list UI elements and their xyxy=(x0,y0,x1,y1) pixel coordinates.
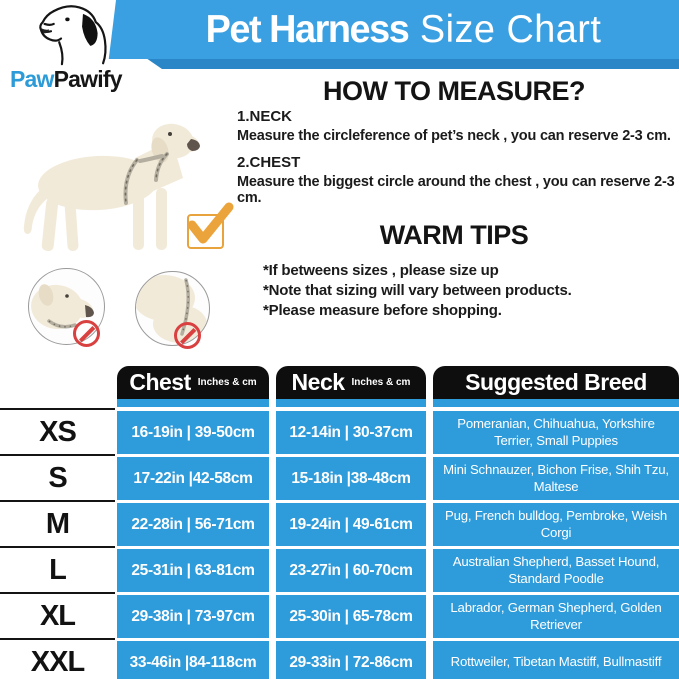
size-label: XXL xyxy=(0,638,115,679)
tip-line: *If betweens sizes , please size up xyxy=(263,262,499,279)
page-title: Pet Harness Size Chart xyxy=(136,0,670,59)
size-label: M xyxy=(0,500,115,546)
size-label-column: XS S M L XL XXL xyxy=(0,366,115,679)
tip-line: *Please measure before shopping. xyxy=(263,302,502,319)
size-table: XS S M L XL XXL Chest Inches & cm 16-19i… xyxy=(0,366,679,679)
neck-column: Neck Inches & cm 12-14in | 30-37cm 15-18… xyxy=(276,366,426,679)
neck-header-label: Neck xyxy=(291,369,345,395)
warm-tips-list: *If betweens sizes , please size up *Not… xyxy=(263,261,572,321)
page-title-light: Size Chart xyxy=(419,7,602,51)
step-neck-text: Measure the circleference of pet’s neck … xyxy=(237,128,671,144)
step-chest-text: Measure the biggest circle around the ch… xyxy=(237,174,675,206)
dog-eye xyxy=(168,132,172,136)
breed-value: Pomeranian, Chihuahua, Yorkshire Terrier… xyxy=(433,411,679,454)
brand-name-dark: Pawify xyxy=(53,66,123,92)
chest-value: 29-38in | 73-97cm xyxy=(117,595,269,638)
tip-line: *Note that sizing will vary between prod… xyxy=(263,282,572,299)
chest-value: 33-46in |84-118cm xyxy=(117,641,269,679)
banner-fold xyxy=(146,58,679,69)
neck-value: 12-14in | 30-37cm xyxy=(276,411,426,454)
chest-header-units: Inches & cm xyxy=(197,377,257,388)
neck-value: 25-30in | 65-78cm xyxy=(276,595,426,638)
breed-value: Rottweiler, Tibetan Mastiff, Bullmastiff xyxy=(433,641,679,679)
chest-column: Chest Inches & cm 16-19in | 39-50cm 17-2… xyxy=(117,366,269,679)
no-sign-icon xyxy=(174,322,201,349)
brand-name-blue: Paw xyxy=(10,66,54,92)
breed-value: Labrador, German Shepherd, Golden Retrie… xyxy=(433,595,679,638)
breed-header-label: Suggested Breed xyxy=(465,369,647,395)
breed-column-header: Suggested Breed xyxy=(433,366,679,399)
page-title-bold: Pet Harness xyxy=(205,7,410,51)
size-label: S xyxy=(0,454,115,500)
neck-header-units: Inches & cm xyxy=(351,377,411,388)
chest-value: 16-19in | 39-50cm xyxy=(117,411,269,454)
warm-tips-title: WARM TIPS xyxy=(379,220,529,250)
neck-value: 29-33in | 72-86cm xyxy=(276,641,426,679)
size-label: XS xyxy=(0,408,115,454)
neck-column-header: Neck Inches & cm xyxy=(276,366,426,399)
measure-steps: 1.NECK Measure the circleference of pet’… xyxy=(237,108,675,216)
breed-value: Pug, French bulldog, Pembroke, Weish Cor… xyxy=(433,503,679,546)
size-label: L xyxy=(0,546,115,592)
breed-value: Australian Shepherd, Basset Hound, Stand… xyxy=(433,549,679,592)
step-chest-label: 2.CHEST xyxy=(237,154,301,171)
breed-value: Mini Schnauzer, Bichon Frise, Shih Tzu, … xyxy=(433,457,679,500)
checkmark-icon xyxy=(187,202,234,244)
breed-column: Suggested Breed Pomeranian, Chihuahua, Y… xyxy=(433,366,679,679)
neck-value: 23-27in | 60-70cm xyxy=(276,549,426,592)
dog-muzzle xyxy=(187,139,200,151)
neck-value: 19-24in | 49-61cm xyxy=(276,503,426,546)
chest-value: 22-28in | 56-71cm xyxy=(117,503,269,546)
neck-measure-example xyxy=(28,268,105,345)
chest-header-label: Chest xyxy=(129,369,191,395)
brand-logo-text: PawPawify xyxy=(10,66,123,93)
no-sign-icon xyxy=(73,320,100,347)
chest-value: 25-31in | 63-81cm xyxy=(117,549,269,592)
logo-dog-ear xyxy=(82,13,98,46)
how-to-measure-title: HOW TO MEASURE? xyxy=(323,76,586,106)
chest-value: 17-22in |42-58cm xyxy=(117,457,269,500)
size-label: XL xyxy=(0,592,115,638)
logo-dog-icon xyxy=(39,5,107,66)
neck-value: 15-18in |38-48cm xyxy=(276,457,426,500)
chest-column-header: Chest Inches & cm xyxy=(117,366,269,399)
dog-harness-photo xyxy=(23,123,200,251)
step-neck-label: 1.NECK xyxy=(237,108,293,125)
